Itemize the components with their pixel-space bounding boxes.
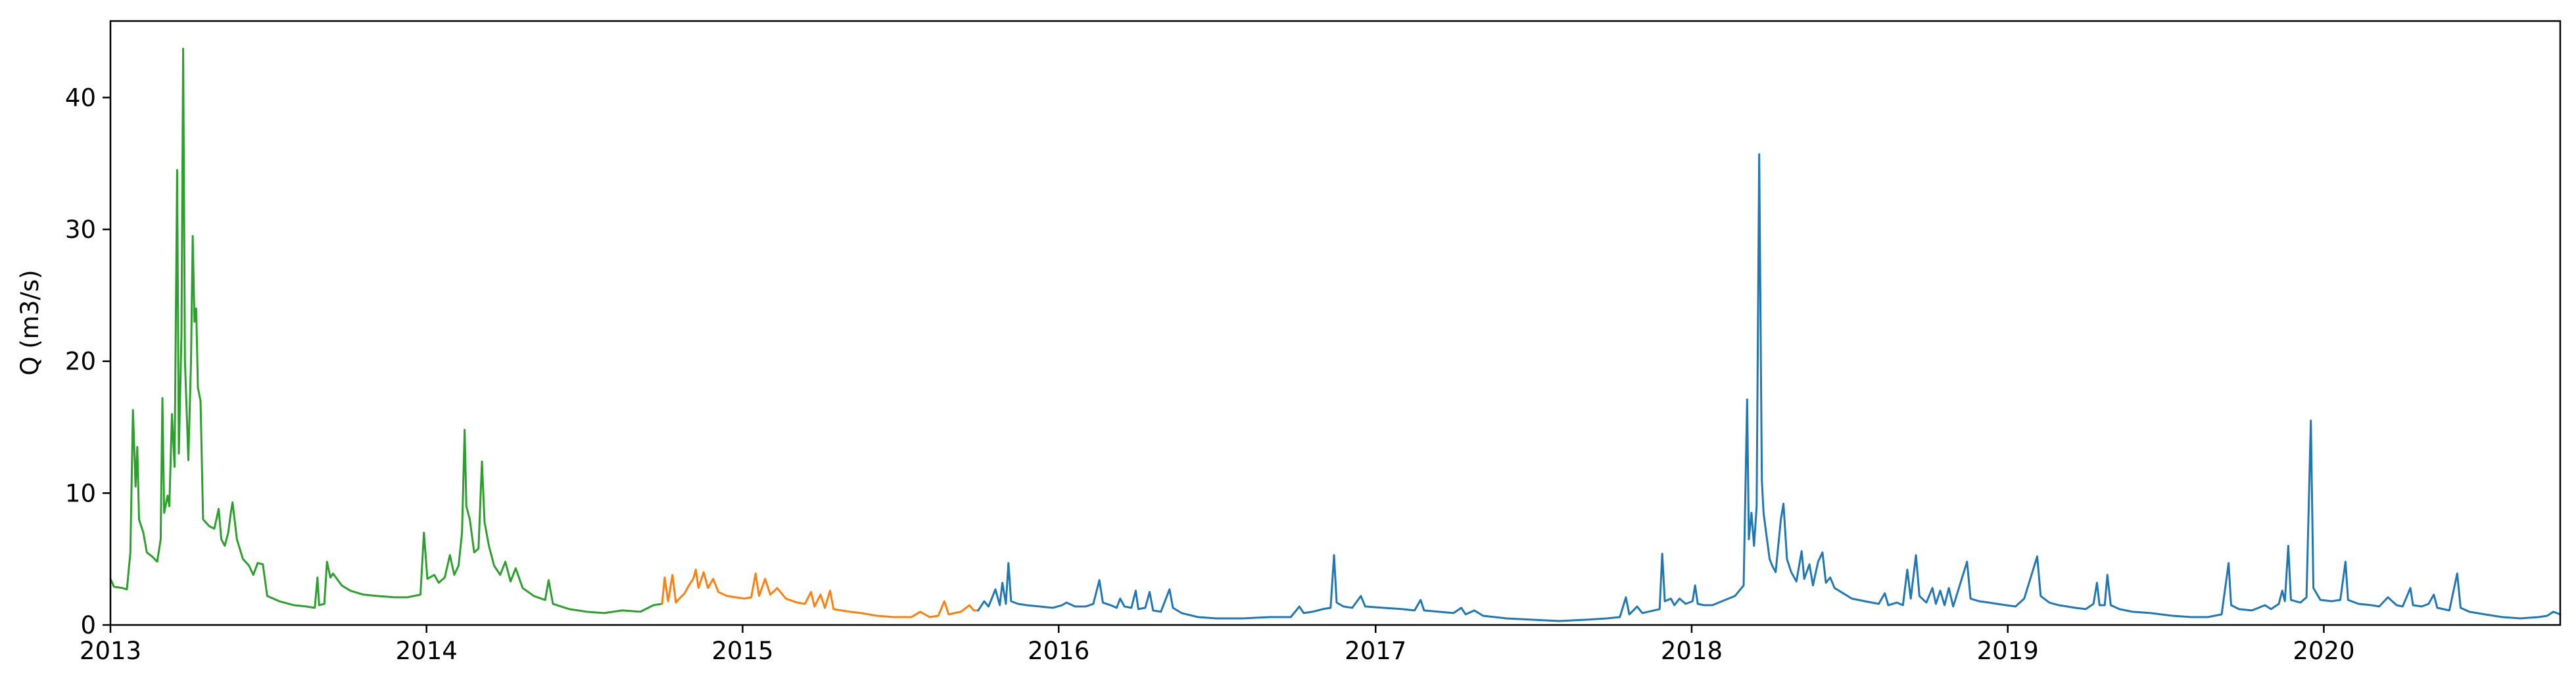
y-tick-label: 20 — [65, 348, 96, 376]
y-tick-label: 10 — [65, 479, 96, 507]
x-tick-label: 2013 — [80, 637, 141, 665]
x-tick-label: 2020 — [2293, 637, 2354, 665]
x-tick-label: 2017 — [1345, 637, 1406, 665]
x-tick-label: 2016 — [1028, 637, 1089, 665]
x-axis: 2013 2014 2015 2016 2017 2018 2019 2020 — [80, 625, 2355, 665]
x-tick-label: 2014 — [396, 637, 458, 665]
plot-frame — [109, 20, 2562, 626]
series-line-1 — [109, 47, 663, 614]
y-tick-label: 30 — [65, 216, 96, 244]
y-tick-label: 40 — [65, 83, 96, 112]
y-axis: 0 10 20 30 40 — [65, 83, 110, 639]
y-tick-label: 0 — [80, 611, 96, 639]
x-tick-label: 2019 — [1977, 637, 2039, 665]
x-tick-label: 2015 — [711, 637, 773, 665]
x-tick-label: 2018 — [1661, 637, 1723, 665]
series-layer — [109, 47, 2562, 622]
series-line-3 — [977, 153, 2562, 622]
plot-area — [110, 21, 2560, 625]
series-line-2 — [661, 568, 980, 618]
y-axis-label: Q (m3/s) — [16, 269, 44, 375]
